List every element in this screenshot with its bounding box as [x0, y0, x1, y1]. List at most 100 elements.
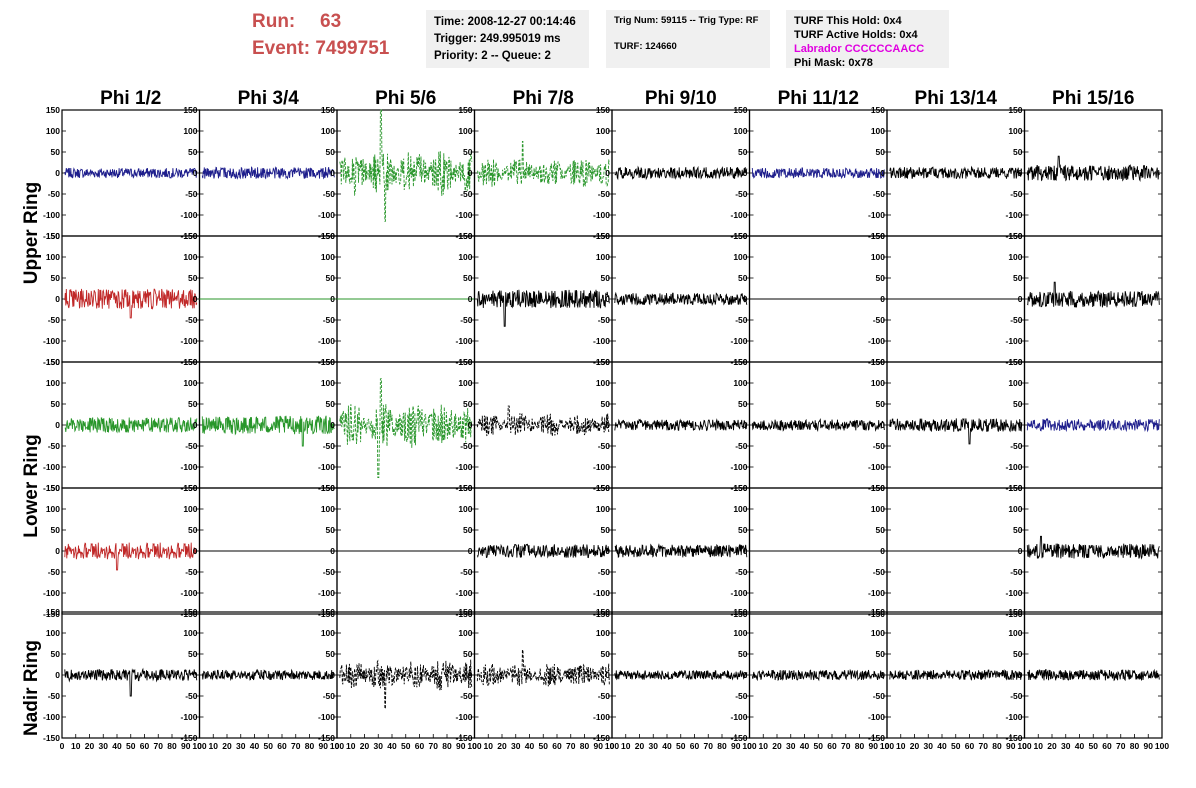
y-tick-label: 150: [733, 483, 747, 493]
y-tick-label: 0: [743, 670, 748, 680]
waveform-r3-c1: [64, 416, 198, 434]
waveform-r2-c8: [1026, 281, 1160, 308]
x-tick-label: 90: [181, 741, 191, 751]
waveform-r2-c4: [476, 289, 610, 327]
y-tick-label: -150: [318, 733, 335, 743]
y-tick-label: 150: [1008, 231, 1022, 241]
x-tick-label: 30: [374, 741, 384, 751]
x-tick-label: 30: [924, 741, 934, 751]
waveform-r1-c5: [614, 165, 748, 181]
y-tick-label: -50: [323, 441, 336, 451]
y-tick-label: 50: [1013, 649, 1023, 659]
x-tick-label: 70: [291, 741, 301, 751]
x-tick-label: 60: [965, 741, 975, 751]
y-tick-label: -50: [1010, 189, 1023, 199]
y-tick-label: 150: [46, 105, 60, 115]
y-tick-label: 0: [605, 670, 610, 680]
x-tick-label: 90: [869, 741, 879, 751]
y-tick-label: -50: [735, 691, 748, 701]
y-tick-label: 0: [193, 294, 198, 304]
y-tick-label: -50: [735, 189, 748, 199]
waveform-r3-c3: [339, 378, 473, 478]
x-tick-label: 70: [704, 741, 714, 751]
x-tick-label: 90: [731, 741, 741, 751]
y-tick-label: 50: [876, 399, 886, 409]
y-tick-label: 50: [326, 273, 336, 283]
y-tick-label: -100: [180, 336, 197, 346]
y-tick-label: 150: [871, 105, 885, 115]
panel-r3-c1: 150 100 50 0 -50 -100 -150: [43, 357, 201, 493]
y-tick-label: -50: [460, 189, 473, 199]
y-tick-label: -50: [185, 315, 198, 325]
x-tick-label: 50: [676, 741, 686, 751]
x-tick-label: 10: [896, 741, 906, 751]
y-tick-label: -50: [735, 315, 748, 325]
x-tick-label: 60: [552, 741, 562, 751]
y-tick-label: -150: [868, 609, 885, 619]
y-tick-label: -100: [868, 588, 885, 598]
x-tick-label: 10: [484, 741, 494, 751]
y-tick-label: 0: [1018, 420, 1023, 430]
y-tick-label: 50: [1013, 525, 1023, 535]
column-title-8: Phi 15/16: [1052, 88, 1134, 109]
waveform-r5-c5: [614, 669, 748, 681]
y-tick-label: 50: [738, 147, 748, 157]
y-tick-label: -150: [593, 733, 610, 743]
y-tick-label: 150: [183, 357, 197, 367]
x-tick-label: 100: [605, 741, 619, 751]
y-tick-label: -100: [730, 588, 747, 598]
y-tick-label: -100: [593, 712, 610, 722]
y-tick-label: 50: [601, 649, 611, 659]
x-tick-label: 90: [1144, 741, 1154, 751]
y-tick-label: -100: [1005, 712, 1022, 722]
panel-r4-c5: 150 100 50 0 -50 -100 -150: [593, 483, 751, 619]
y-tick-label: 50: [601, 399, 611, 409]
y-tick-label: 150: [46, 483, 60, 493]
waveform-r5-c4: [476, 649, 610, 687]
y-tick-label: -150: [43, 483, 60, 493]
y-tick-label: 0: [330, 294, 335, 304]
x-tick-label: 80: [167, 741, 177, 751]
y-tick-label: -50: [1010, 315, 1023, 325]
x-tick-label: 90: [594, 741, 604, 751]
y-tick-label: -100: [1005, 462, 1022, 472]
y-tick-label: 50: [51, 649, 61, 659]
y-tick-label: -100: [730, 712, 747, 722]
turf-hold-line: TURF This Hold: 0x4: [794, 15, 902, 27]
x-tick-label: 80: [442, 741, 452, 751]
y-tick-label: -50: [460, 567, 473, 577]
y-tick-label: 50: [326, 399, 336, 409]
x-tick-label: 50: [126, 741, 136, 751]
y-tick-label: 100: [321, 252, 335, 262]
y-tick-label: 50: [326, 525, 336, 535]
y-tick-label: -150: [730, 609, 747, 619]
y-tick-label: 0: [743, 168, 748, 178]
y-tick-label: 0: [468, 546, 473, 556]
x-tick-label: 30: [236, 741, 246, 751]
y-tick-label: -100: [318, 712, 335, 722]
x-tick-label: 10: [621, 741, 631, 751]
y-tick-label: -50: [1010, 441, 1023, 451]
run-value: 63: [320, 11, 342, 32]
trig-info-box: Trig Num: 59115 -- Trig Type: RF TURF: 1…: [606, 10, 770, 68]
y-tick-label: 150: [183, 231, 197, 241]
waveform-r4-c5: [614, 543, 748, 559]
y-tick-label: -50: [1010, 567, 1023, 577]
y-tick-label: -150: [43, 733, 60, 743]
y-tick-label: 150: [321, 105, 335, 115]
y-tick-label: -100: [730, 336, 747, 346]
x-tick-label: 40: [387, 741, 397, 751]
waveform-r3-c7: [889, 418, 1023, 445]
y-tick-label: 0: [1018, 168, 1023, 178]
waveform-r5-c2: [201, 668, 335, 682]
x-tick-label: 80: [1130, 741, 1140, 751]
x-tick-label: 100: [880, 741, 894, 751]
y-tick-label: -150: [180, 733, 197, 743]
x-tick-label: 60: [827, 741, 837, 751]
